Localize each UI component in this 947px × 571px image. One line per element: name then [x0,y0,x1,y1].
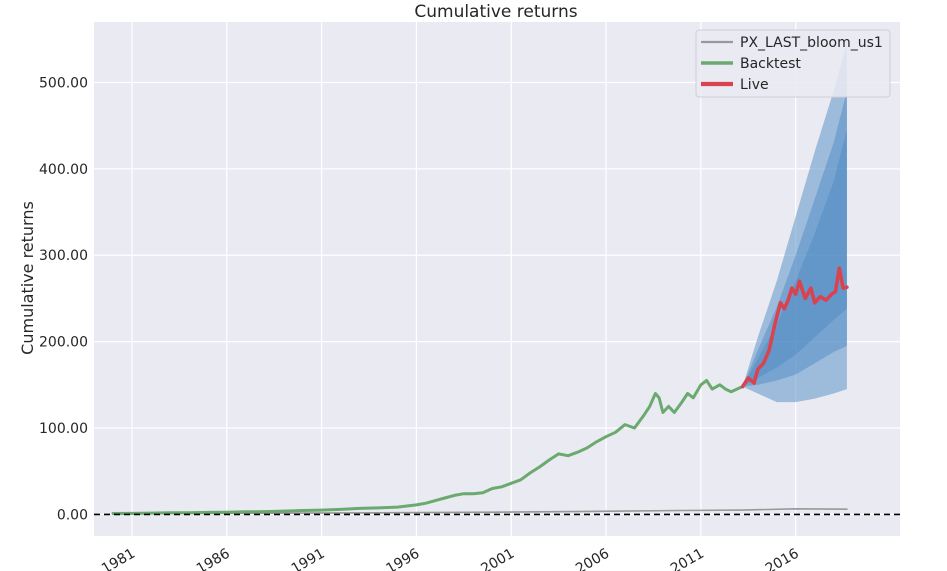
x-tick-label: 1986 [194,546,233,571]
legend-label: Backtest [740,56,801,72]
y-tick-label: 400.00 [39,162,88,178]
x-tick-label: 2011 [668,546,707,571]
y-tick-label: 200.00 [39,335,88,351]
y-tick-label: 100.00 [39,421,88,437]
plot-area [94,22,900,536]
cone-band-3 [742,130,847,387]
legend-label: Live [740,77,769,93]
y-tick-label: 0.00 [57,507,88,523]
series-line-backtest [111,379,745,515]
y-axis-title: Cumulative returns [18,201,37,355]
series-line-px-last-bloom-us1 [112,507,848,515]
y-tick-label: 500.00 [39,75,88,91]
x-tick-label: 1981 [99,546,138,571]
x-tick-label: 1991 [289,546,328,571]
x-tick-label: 2001 [478,546,517,571]
legend-label: PX_LAST_bloom_us1 [740,35,883,51]
x-tick-label: 2006 [573,546,612,571]
legend-box [695,29,891,98]
y-tick-label: 300.00 [39,248,88,264]
series-line-live [740,266,849,389]
x-tick-label: 1996 [384,546,423,571]
chart-title: Cumulative returns [414,2,577,22]
x-tick-label: 2016 [763,546,802,571]
